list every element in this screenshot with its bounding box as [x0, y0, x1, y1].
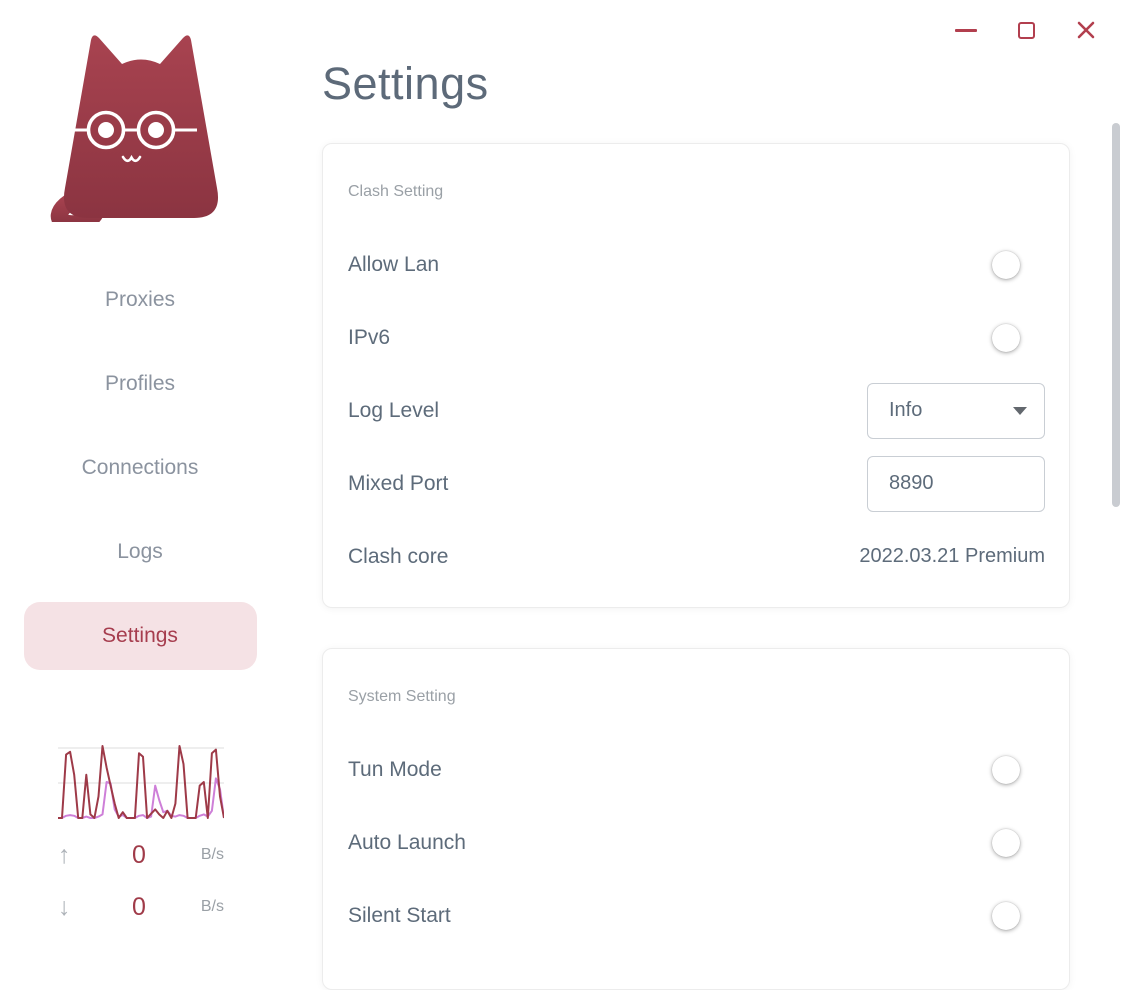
download-speed-value: 0 [132, 892, 146, 921]
setting-row-allow-lan: Allow Lan [348, 228, 1045, 301]
sidebar-item-label: Connections [81, 456, 199, 479]
maximize-icon [1017, 21, 1035, 39]
download-arrow-icon: ↓ [58, 892, 71, 921]
traffic-monitor: ↑ 0 B/s ↓ 0 B/s [58, 738, 224, 924]
sidebar-item-proxies[interactable]: Proxies [0, 258, 280, 342]
setting-label: Tun Mode [348, 757, 442, 781]
section-title: System Setting [348, 688, 456, 705]
setting-row-log-level: Log Level Info [348, 374, 1045, 447]
window-controls [948, 12, 1104, 48]
auto-launch-toggle[interactable] [992, 828, 1041, 857]
sidebar-item-profiles[interactable]: Profiles [0, 342, 280, 426]
system-setting-card: System Setting Tun Mode Auto Launch Sile… [322, 648, 1070, 990]
setting-label: Mixed Port [348, 471, 449, 495]
sidebar-item-settings[interactable]: Settings [0, 594, 280, 678]
download-speed-row: ↓ 0 B/s [58, 890, 224, 924]
traffic-chart [58, 738, 224, 820]
setting-row-mixed-port: Mixed Port [348, 447, 1045, 520]
upload-speed-unit: B/s [200, 846, 224, 863]
clash-cat-logo-icon [50, 35, 219, 222]
section-title: Clash Setting [348, 183, 444, 200]
toggle-knob [992, 250, 1020, 279]
minimize-icon [955, 28, 977, 32]
upload-arrow-icon: ↑ [58, 840, 71, 869]
minimize-button[interactable] [948, 12, 984, 48]
sidebar-item-label: Profiles [104, 372, 176, 395]
setting-row-auto-launch: Auto Launch [348, 806, 1045, 879]
page-title: Settings [322, 58, 489, 109]
setting-row-clash-core: Clash core 2022.03.21 Premium [348, 520, 1045, 593]
sidebar-item-logs[interactable]: Logs [0, 510, 280, 594]
upload-speed-row: ↑ 0 B/s [58, 838, 224, 872]
chevron-down-icon [1013, 406, 1027, 415]
mixed-port-input[interactable] [867, 455, 1045, 512]
sidebar-item-connections[interactable]: Connections [0, 426, 280, 510]
toggle-knob [992, 901, 1020, 930]
clash-core-version: 2022.03.21 Premium [859, 545, 1045, 567]
log-level-select[interactable]: Info [867, 382, 1045, 439]
setting-label: Log Level [348, 398, 440, 422]
close-button[interactable] [1068, 12, 1104, 48]
sidebar-item-label: Proxies [104, 288, 176, 311]
clash-setting-card: Clash Setting Allow Lan IPv6 Log Level I… [322, 143, 1070, 608]
vertical-scrollbar-thumb[interactable] [1112, 123, 1120, 507]
setting-label: IPv6 [348, 325, 391, 349]
setting-row-silent-start: Silent Start [348, 879, 1045, 952]
tun-mode-toggle[interactable] [992, 755, 1041, 784]
setting-label: Clash core [348, 544, 449, 568]
setting-row-tun-mode: Tun Mode [348, 733, 1045, 806]
toggle-knob [992, 755, 1020, 784]
silent-start-toggle[interactable] [992, 901, 1041, 930]
allow-lan-toggle[interactable] [992, 250, 1041, 279]
toggle-knob [992, 323, 1020, 352]
log-level-value: Info [889, 399, 923, 421]
sidebar-item-label: Settings [102, 624, 178, 647]
download-speed-unit: B/s [200, 898, 224, 915]
upload-speed-value: 0 [132, 840, 146, 869]
toggle-knob [992, 828, 1020, 857]
maximize-button[interactable] [1008, 12, 1044, 48]
sidebar: Proxies Profiles Connections Logs Settin… [0, 0, 280, 937]
sidebar-item-label: Logs [117, 540, 163, 563]
setting-label: Allow Lan [348, 252, 440, 276]
ipv6-toggle[interactable] [992, 323, 1041, 352]
sidebar-menu: Proxies Profiles Connections Logs Settin… [0, 258, 280, 678]
close-icon [1077, 21, 1095, 39]
setting-label: Auto Launch [348, 830, 466, 854]
setting-row-ipv6: IPv6 [348, 301, 1045, 374]
setting-label: Silent Start [348, 903, 451, 927]
